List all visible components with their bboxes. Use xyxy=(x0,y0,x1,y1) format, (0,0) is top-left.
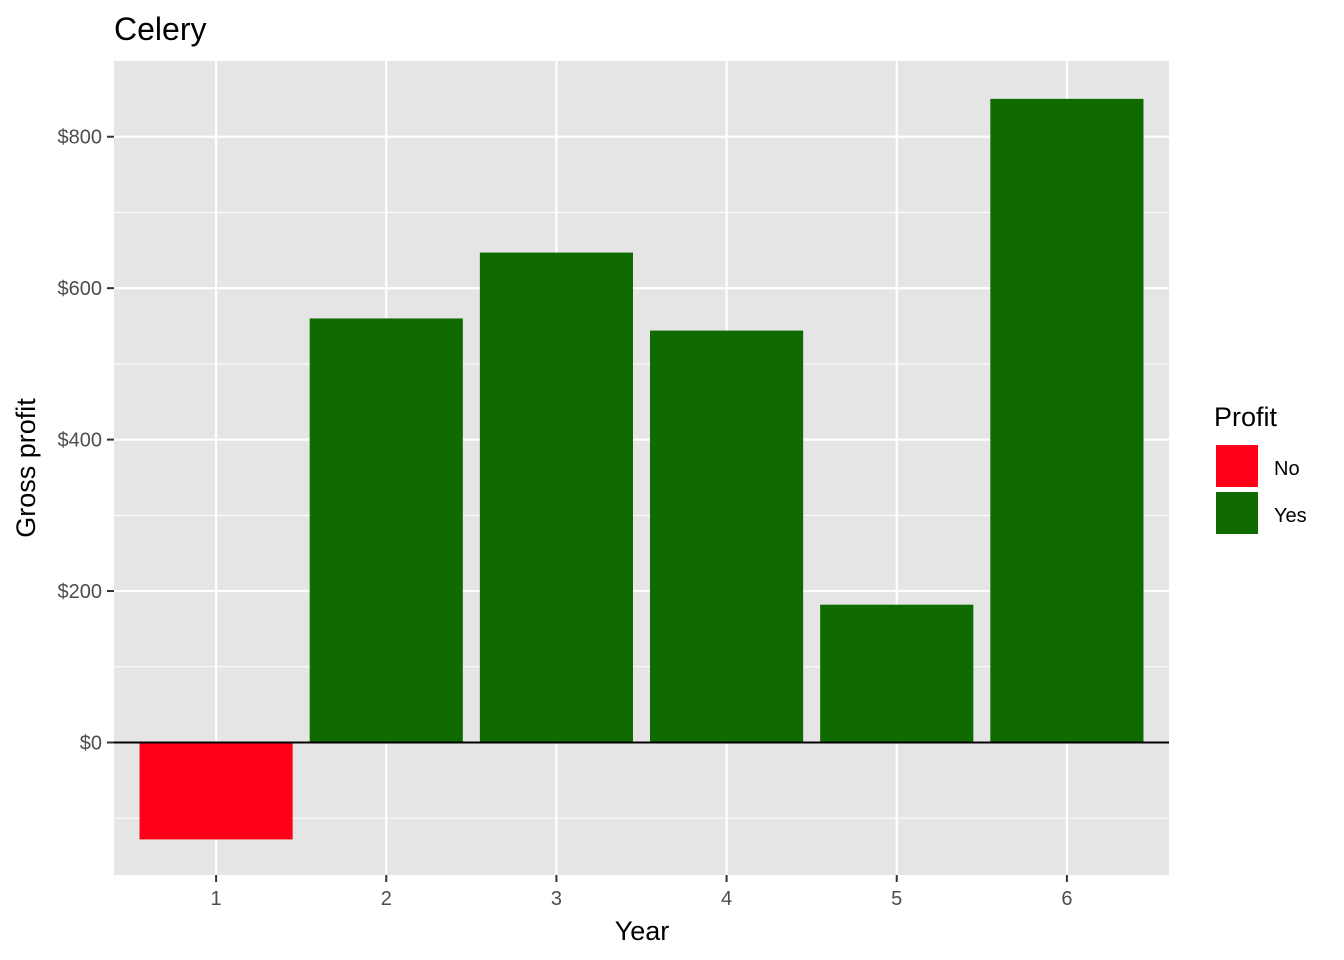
legend-title: Profit xyxy=(1214,402,1278,432)
bar-year-1 xyxy=(139,742,293,840)
y-tick-label: $400 xyxy=(58,430,103,452)
x-tick-label: 4 xyxy=(721,888,732,910)
y-tick-label: $800 xyxy=(58,127,103,149)
y-tick-label: $600 xyxy=(58,278,103,300)
legend-label-yes: Yes xyxy=(1274,505,1307,527)
bar-year-6 xyxy=(990,98,1144,743)
bar-year-4 xyxy=(650,330,804,743)
y-axis: $0 $200 $400 $600 $800 xyxy=(58,127,114,754)
legend-label-no: No xyxy=(1274,458,1300,480)
legend: Profit No Yes xyxy=(1214,402,1307,536)
legend-key-no xyxy=(1214,443,1260,489)
x-axis-title: Year xyxy=(615,916,670,946)
y-tick-label: $0 xyxy=(80,732,102,754)
bar-year-3 xyxy=(479,252,633,743)
bars xyxy=(139,98,1144,840)
chart-title: Celery xyxy=(114,11,206,47)
x-tick-label: 3 xyxy=(551,888,562,910)
y-axis-title: Gross profit xyxy=(11,398,41,538)
x-tick-label: 2 xyxy=(381,888,392,910)
x-axis: 1 2 3 4 5 6 xyxy=(211,875,1072,910)
legend-key-yes xyxy=(1214,490,1260,536)
bar-year-2 xyxy=(309,318,463,743)
x-tick-label: 5 xyxy=(891,888,902,910)
x-tick-label: 6 xyxy=(1061,888,1072,910)
bar-year-5 xyxy=(820,604,974,743)
x-tick-label: 1 xyxy=(211,888,222,910)
y-tick-label: $200 xyxy=(58,581,103,603)
